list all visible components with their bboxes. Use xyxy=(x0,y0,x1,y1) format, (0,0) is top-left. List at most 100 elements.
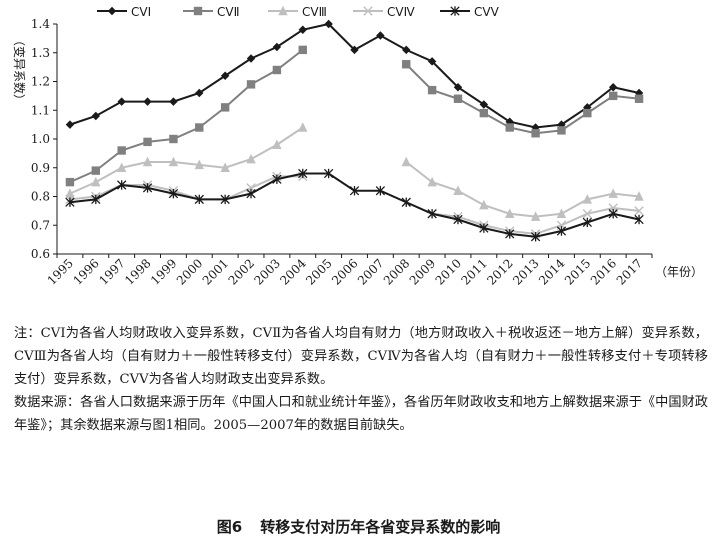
data-point xyxy=(479,223,489,233)
data-point xyxy=(557,126,566,135)
x-tick-label: 2008 xyxy=(381,256,412,287)
data-point xyxy=(142,183,153,193)
legend-marker xyxy=(363,6,373,16)
x-tick-label: 2013 xyxy=(510,256,541,287)
data-point xyxy=(634,214,644,225)
data-point xyxy=(608,209,618,219)
series-line xyxy=(405,161,640,218)
figure-caption: 图6 转移支付对历年各省变异系数的影响 xyxy=(0,516,717,537)
data-point xyxy=(505,123,514,132)
x-tick-label: 2000 xyxy=(174,256,205,287)
legend-item: CVⅡ xyxy=(183,5,240,19)
x-tick-label: 2016 xyxy=(588,256,619,287)
data-point xyxy=(582,209,593,219)
y-axis-label: （变异系数） xyxy=(12,34,27,106)
data-point xyxy=(91,194,101,205)
data-point xyxy=(246,80,256,89)
legend-label: CVⅠ xyxy=(131,5,151,19)
data-point xyxy=(401,197,411,207)
data-point xyxy=(530,232,541,242)
data-point xyxy=(246,54,256,63)
data-point xyxy=(168,188,179,199)
data-point xyxy=(530,211,541,221)
data-point xyxy=(169,134,178,144)
data-point xyxy=(427,176,437,187)
x-tick-label: 1999 xyxy=(148,256,179,287)
data-point xyxy=(195,123,204,132)
figure-title: 转移支付对历年各省变异系数的影响 xyxy=(260,518,501,536)
data-point xyxy=(479,199,489,210)
data-point xyxy=(246,188,256,199)
x-tick-label: 2001 xyxy=(200,256,231,287)
x-tick-label: 2004 xyxy=(277,256,309,288)
y-tick-label: 0.8 xyxy=(31,190,50,204)
x-tick-label: 2011 xyxy=(458,256,489,287)
data-point xyxy=(169,97,178,106)
legend-item: CVⅤ xyxy=(440,5,500,19)
data-point xyxy=(143,137,152,147)
x-tick-label: 2017 xyxy=(614,256,645,287)
data-point xyxy=(608,83,618,92)
y-tick-label: 1.3 xyxy=(31,46,50,60)
data-point xyxy=(583,108,592,118)
data-point xyxy=(556,226,567,236)
data-point xyxy=(324,19,333,29)
data-point xyxy=(505,229,515,239)
data-point xyxy=(117,146,126,155)
x-tick-label: 2003 xyxy=(252,256,283,287)
y-tick-label: 1.4 xyxy=(31,17,50,31)
legend-label: CVⅢ xyxy=(302,5,327,19)
series-1 xyxy=(65,19,644,132)
series-line xyxy=(69,22,640,129)
data-point xyxy=(402,45,411,55)
data-point xyxy=(402,60,411,69)
series-line xyxy=(405,63,640,135)
data-point xyxy=(91,176,101,187)
data-point xyxy=(272,139,282,149)
x-tick-label: 1996 xyxy=(70,256,101,287)
data-point xyxy=(65,188,75,198)
figure-number: 图6 xyxy=(216,518,243,536)
source-text: 数据来源：各省人口数据来源于历年《中国人口和就业统计年鉴》，各省历年财政收支和地… xyxy=(14,395,708,433)
data-point xyxy=(401,156,411,167)
data-point xyxy=(608,91,618,101)
note-text: 注：CVⅠ为各省人均财政收入变异系数，CVⅡ为各省人均自有财力（地方财政收入＋税… xyxy=(14,326,708,387)
data-point xyxy=(376,31,385,40)
x-tick-label: 2010 xyxy=(433,256,464,287)
legend-marker xyxy=(193,6,203,16)
data-point xyxy=(582,194,593,204)
data-point xyxy=(375,186,386,196)
series-line xyxy=(405,201,640,235)
chart-legend: CVⅠ CVⅡ CVⅢ CVⅣ CVⅤ xyxy=(97,5,500,19)
legend-label: CVⅣ xyxy=(387,5,415,19)
legend-label: CVⅡ xyxy=(217,5,240,19)
y-tick-label: 1.0 xyxy=(31,132,50,146)
data-point xyxy=(168,156,179,167)
data-point xyxy=(246,153,256,164)
data-point xyxy=(453,83,463,92)
data-point xyxy=(634,206,644,216)
data-point xyxy=(116,162,127,172)
y-tick-label: 0.6 xyxy=(31,247,50,261)
data-point xyxy=(194,194,204,205)
data-point xyxy=(220,103,230,112)
y-tick-label: 1.2 xyxy=(31,75,50,89)
data-point xyxy=(453,214,463,225)
data-point xyxy=(556,208,567,218)
x-tick-label: 2005 xyxy=(303,256,334,287)
data-point xyxy=(117,180,127,190)
data-point xyxy=(427,57,437,66)
data-point xyxy=(427,209,437,219)
data-point xyxy=(479,100,489,109)
data-point xyxy=(323,168,334,179)
data-point xyxy=(91,111,101,121)
data-point xyxy=(608,188,618,198)
data-point xyxy=(634,94,644,103)
x-tick-label: 2015 xyxy=(562,256,593,287)
series-line xyxy=(69,175,303,201)
data-point xyxy=(427,85,437,95)
data-point xyxy=(298,25,307,34)
data-point xyxy=(272,174,282,184)
legend-item: CVⅢ xyxy=(268,5,327,19)
data-point xyxy=(582,217,592,228)
